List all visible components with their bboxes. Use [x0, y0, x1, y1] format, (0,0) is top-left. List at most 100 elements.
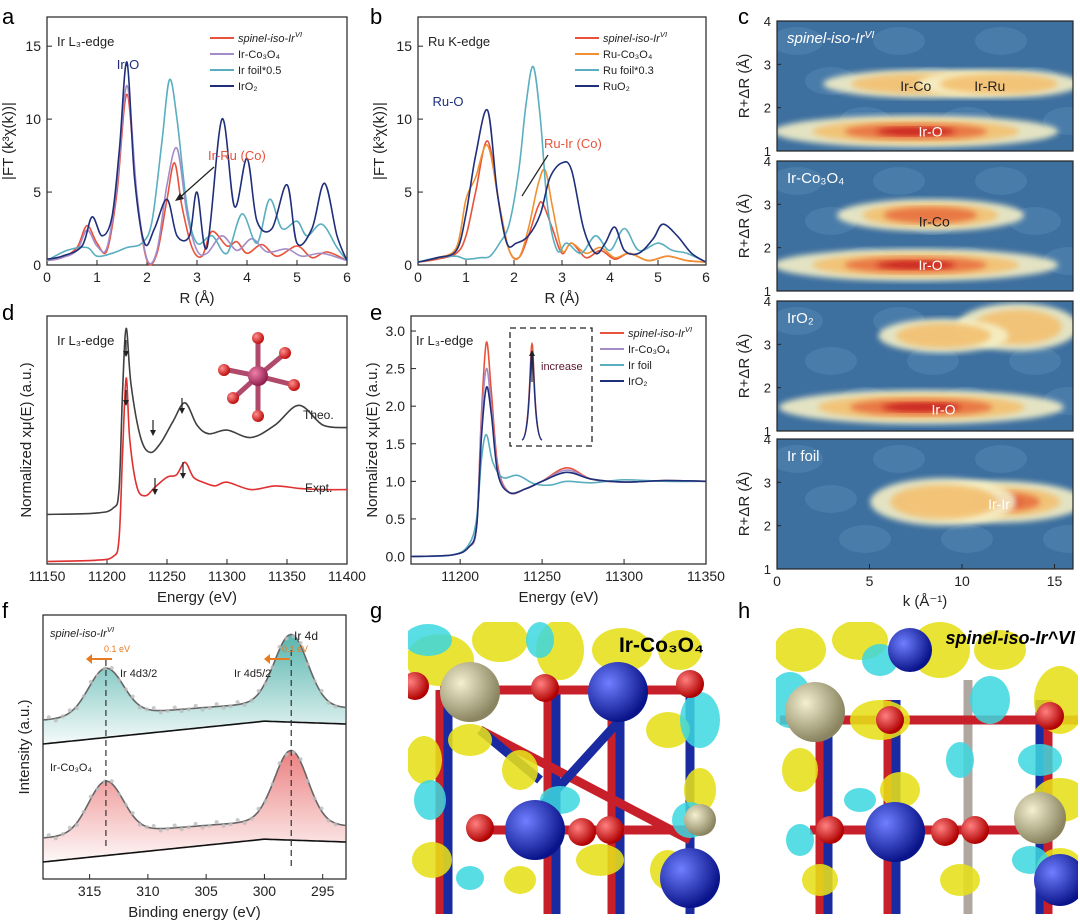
y-tick-label: 2.5	[386, 361, 406, 377]
data-point	[285, 637, 289, 641]
data-point	[152, 824, 156, 828]
data-point	[47, 833, 51, 837]
x-tick-label: 3	[193, 269, 201, 285]
data-point	[334, 822, 338, 826]
y-tick-label: 2	[764, 381, 771, 396]
wavelet-title-1-main: Ir-Co₃O₄	[787, 170, 844, 187]
label-spinel-sup: VI	[107, 625, 115, 634]
x-tick-label: 315	[78, 883, 102, 899]
legend-entry-2-main: Ru foil*0.3	[603, 65, 654, 77]
x-tick-label: 15	[1047, 573, 1063, 589]
label-shift-2: 0.1 eV	[282, 644, 308, 654]
wavelet-peak-label: Ir-Co	[900, 78, 931, 94]
y-tick-label: 3.0	[386, 323, 406, 339]
data-point	[103, 667, 107, 671]
annotation-ru-o: Ru-O	[432, 94, 463, 109]
y-tick-label: 3	[764, 475, 771, 490]
legend-entry-3: IrO₂	[238, 81, 258, 93]
legend-entry-1-main: Ru-Co₃O₄	[603, 49, 653, 61]
data-point	[61, 714, 65, 718]
legend-entry-3: RuO₂	[603, 81, 630, 93]
x-axis-label: Energy (eV)	[157, 589, 237, 606]
y-tick-label: 0	[404, 257, 412, 273]
x-tick-label: 5	[654, 269, 662, 285]
x-tick-label: 11300	[605, 568, 643, 584]
wavelet-title-2: IrO₂	[787, 310, 814, 327]
data-point	[75, 706, 79, 710]
data-point	[54, 718, 58, 722]
data-point	[194, 822, 198, 826]
x-tick-label: 11150	[29, 568, 66, 584]
data-point	[124, 687, 128, 691]
y-axis-label: R+ΔR (Å)	[736, 334, 753, 399]
series-line-3	[418, 110, 706, 262]
data-point	[271, 782, 275, 786]
y-axis-label: Normalized xμ(E) (a.u.)	[18, 362, 35, 517]
annotation-ir-ru-co: Ir-Ru (Co)	[208, 148, 266, 163]
feature-arrowhead-3	[179, 408, 185, 414]
x-tick-label: 0	[43, 269, 51, 285]
legend-entry-0: spinel-iso-IrVI	[628, 325, 693, 340]
label-shift-1: 0.1 eV	[104, 644, 130, 654]
panel-h-title: spinel-iso-Ir^VI	[945, 628, 1076, 648]
y-tick-label: 3	[764, 337, 771, 352]
y-tick-label: 1	[764, 562, 771, 577]
wavelet-title-1: Ir-Co₃O₄	[787, 170, 844, 187]
series-line-1	[47, 86, 347, 264]
y-tick-label: 4	[764, 432, 771, 447]
shift-arrowhead-0	[86, 654, 92, 664]
y-tick-label: 4	[764, 294, 771, 309]
wavelet-title-0: spinel-iso-IrVI	[787, 29, 875, 47]
panel-e-xanes-chart: 11200 11250 11300 11350 0.0 0.5 1.0 1.5 2.0 2.5 3.…	[364, 316, 725, 606]
annotation-theo: Theo.	[303, 408, 334, 422]
legend-entry-0-sup: VI	[685, 325, 693, 334]
data-point	[152, 706, 156, 710]
panel-letter-c: c	[738, 4, 749, 29]
data-point	[75, 823, 79, 827]
series-line-2	[411, 435, 706, 557]
data-point	[201, 707, 205, 711]
data-point	[306, 662, 310, 666]
panel-letter-b: b	[370, 4, 382, 29]
label-spinel: spinel-iso-IrVI	[50, 625, 115, 640]
x-tick-label: 11300	[208, 568, 246, 584]
legend-entry-0-sup: VI	[660, 30, 668, 39]
data-point	[215, 820, 219, 824]
y-tick-label: 2	[764, 101, 771, 116]
label-ir-co3o4: Ir-Co₃O₄	[50, 762, 92, 774]
data-point	[236, 700, 240, 704]
x-tick-label: 5	[866, 573, 874, 589]
data-point	[173, 705, 177, 709]
wavelet-ripple	[975, 445, 1027, 473]
data-point	[299, 757, 303, 761]
feature-arrowhead-4	[152, 489, 158, 495]
series-line-0	[47, 94, 347, 265]
data-point	[89, 795, 93, 799]
data-point	[166, 827, 170, 831]
wavelet-ripple	[873, 445, 925, 473]
x-axis-label: k (Å⁻¹)	[903, 593, 948, 610]
legend-entry-0: spinel-iso-IrVI	[603, 30, 668, 45]
y-tick-label: 2.0	[386, 398, 406, 414]
data-point	[278, 761, 282, 765]
data-point	[82, 810, 86, 814]
y-tick-label: 5	[404, 184, 412, 200]
y-tick-label: 4	[764, 154, 771, 169]
data-point	[229, 822, 233, 826]
data-point	[166, 709, 170, 713]
panel-letter-d: d	[2, 300, 14, 325]
x-tick-label: 11200	[441, 568, 479, 584]
x-tick-label: 1	[93, 269, 101, 285]
data-point	[110, 666, 114, 670]
x-tick-label: 3	[558, 269, 566, 285]
wavelet-peak-label: Ir-O	[918, 124, 942, 140]
y-tick-label: 0	[33, 257, 41, 273]
legend-entry-2-main: Ir foil*0.5	[238, 65, 281, 77]
data-point	[208, 706, 212, 710]
wavelet-title-3: Ir foil	[787, 448, 820, 465]
panel-g-title: Ir-Co₃O₄	[619, 634, 704, 657]
wavelet-peak-label: Ir-Ir	[988, 496, 1010, 512]
annotation-ru-ir-co: Ru-Ir (Co)	[544, 136, 602, 151]
data-point	[257, 807, 261, 811]
wavelet-peak-label: Ir-O	[931, 401, 955, 417]
